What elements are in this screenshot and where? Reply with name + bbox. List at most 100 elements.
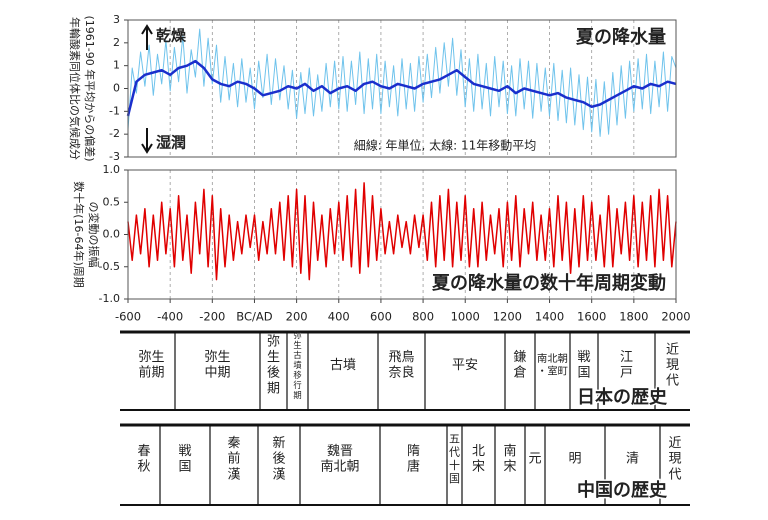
period-label: 現 bbox=[668, 452, 681, 467]
chart-title: 夏の降水量の数十年周期変動 bbox=[432, 272, 666, 294]
y-tick-label: 1 bbox=[113, 59, 120, 72]
period-label: 秦 bbox=[227, 436, 240, 451]
y-tick-label: 0 bbox=[113, 82, 120, 95]
x-tick-label: 600 bbox=[370, 310, 392, 324]
period-label: 秋 bbox=[137, 460, 150, 475]
period-label: 弥生 bbox=[138, 349, 164, 365]
period-label: 南 bbox=[503, 443, 516, 459]
period-label: 戸 bbox=[620, 366, 633, 381]
period-label: 元 bbox=[528, 452, 541, 467]
period-label: 唐 bbox=[407, 459, 420, 475]
x-tick-label: BC/AD bbox=[236, 310, 272, 324]
period-label: 古 bbox=[293, 350, 301, 360]
period-label: 期 bbox=[293, 390, 301, 400]
history-title: 中国の歴史 bbox=[577, 479, 668, 501]
period-label: 清 bbox=[626, 452, 639, 467]
y-tick-label: 0.0 bbox=[103, 228, 121, 241]
period-label: 代 bbox=[449, 446, 460, 459]
period-label: 国 bbox=[577, 366, 590, 381]
y-axis-label: の変動の振幅 bbox=[87, 202, 101, 268]
series-line bbox=[126, 59, 677, 117]
period-label: 戦 bbox=[178, 444, 191, 459]
y-axis-label: 年輪酸素同位体比の気候成分 bbox=[68, 17, 82, 160]
period-label: 平安 bbox=[452, 358, 478, 373]
y-tick-label: -2 bbox=[109, 127, 120, 140]
x-tick-label: 1800 bbox=[619, 310, 648, 324]
period-label: 期 bbox=[267, 381, 280, 396]
x-tick-label: 800 bbox=[412, 310, 434, 324]
annotation-wet: 湿潤 bbox=[156, 134, 186, 152]
period-label: 前 bbox=[227, 451, 240, 467]
annotation-note: 細線: 年単位, 太線: 11年移動平均 bbox=[354, 138, 537, 153]
y-tick-label: -1 bbox=[109, 104, 120, 117]
period-label: 前期 bbox=[138, 365, 164, 381]
period-label: 新 bbox=[272, 435, 285, 451]
period-label: 戦 bbox=[577, 350, 590, 365]
period-label: 宋 bbox=[472, 460, 485, 475]
period-label: 倉 bbox=[513, 366, 526, 381]
x-tick-label: 200 bbox=[286, 310, 308, 324]
period-label: 現 bbox=[666, 358, 679, 373]
period-label: 春 bbox=[137, 444, 150, 459]
period-label: 南北朝 bbox=[320, 459, 359, 475]
period-label: 代 bbox=[666, 374, 679, 389]
history-title: 日本の歴史 bbox=[577, 386, 668, 408]
period-label: 北 bbox=[472, 444, 485, 459]
y-axis-label: (1961-90 年平均からの偏差) bbox=[83, 15, 97, 161]
x-tick-label: 1000 bbox=[451, 310, 480, 324]
y-tick-label: 2 bbox=[113, 36, 120, 49]
period-label: 飛鳥 bbox=[388, 350, 414, 365]
annotation-dry: 乾燥 bbox=[156, 27, 187, 45]
period-label: 近 bbox=[668, 436, 681, 451]
period-label: 鎌 bbox=[513, 350, 526, 365]
period-label: 古墳 bbox=[330, 358, 356, 373]
period-label: 墳 bbox=[293, 360, 301, 370]
period-label: 五 bbox=[449, 432, 460, 445]
plot-frame bbox=[127, 169, 677, 300]
arrow-up bbox=[141, 24, 153, 50]
period-label: 江 bbox=[620, 350, 633, 365]
period-label: 代 bbox=[668, 467, 681, 482]
x-tick-label: -200 bbox=[199, 310, 225, 324]
x-tick-label: -400 bbox=[157, 310, 183, 324]
series-line bbox=[127, 182, 677, 281]
period-label: 弥 bbox=[267, 334, 280, 350]
period-label: 漢 bbox=[227, 467, 240, 482]
period-label: 中期 bbox=[204, 366, 230, 381]
x-tick-label: 1600 bbox=[577, 310, 606, 324]
x-tick-label: 1200 bbox=[493, 310, 522, 324]
period-label: 弥 bbox=[293, 330, 301, 340]
period-label: 近 bbox=[666, 342, 679, 357]
x-tick-label: -600 bbox=[115, 310, 141, 324]
period-label: 生 bbox=[293, 340, 301, 350]
period-label: 行 bbox=[293, 380, 301, 390]
period-label: 移 bbox=[293, 370, 301, 380]
period-label: ・室町 bbox=[537, 365, 568, 378]
chart-title: 夏の降水量 bbox=[576, 26, 666, 48]
period-label: 南北朝 bbox=[537, 352, 568, 365]
x-tick-label: 400 bbox=[328, 310, 350, 324]
period-label: 生 bbox=[267, 350, 280, 365]
period-label: 明 bbox=[568, 452, 581, 467]
x-tick-label: 2000 bbox=[661, 310, 690, 324]
period-label: 奈良 bbox=[388, 365, 414, 381]
y-tick-label: -0.5 bbox=[99, 260, 120, 273]
period-label: 後 bbox=[267, 366, 280, 381]
period-label: 漢 bbox=[272, 467, 285, 482]
period-label: 弥生 bbox=[204, 349, 230, 365]
arrow-down bbox=[141, 128, 153, 154]
x-tick-label: 1400 bbox=[535, 310, 564, 324]
y-tick-label: 1.0 bbox=[103, 163, 121, 176]
y-tick-label: 3 bbox=[113, 13, 120, 26]
period-label: 魏晋 bbox=[327, 444, 353, 459]
y-tick-label: 0.5 bbox=[103, 195, 121, 208]
period-label: 後 bbox=[272, 452, 285, 467]
y-axis-label: 数十年(16-64年)周期 bbox=[72, 181, 86, 288]
period-label: 国 bbox=[449, 472, 460, 485]
y-tick-label: -1.0 bbox=[99, 292, 120, 305]
y-tick-label: -3 bbox=[109, 150, 120, 163]
period-label: 宋 bbox=[503, 460, 516, 475]
period-label: 十 bbox=[449, 458, 460, 472]
plot-frame bbox=[127, 19, 677, 158]
